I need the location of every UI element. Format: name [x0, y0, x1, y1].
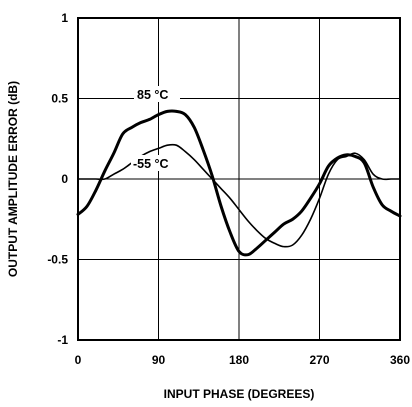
x-axis-title: INPUT PHASE (DEGREES) — [164, 387, 315, 401]
y-tick-label: -0.5 — [47, 253, 68, 267]
x-tick-label: 360 — [390, 353, 410, 367]
x-tick-label: 90 — [152, 353, 166, 367]
grid — [78, 18, 400, 340]
y-axis-title: OUTPUT AMPLITUDE ERROR (dB) — [6, 81, 20, 277]
y-tick-label: 0 — [61, 172, 68, 186]
series-label-85c: 85 °C — [137, 88, 168, 102]
series-line-0 — [76, 109, 402, 257]
series-label-minus55c: -55 °C — [133, 157, 169, 171]
y-tick-labels: -1 -0.5 0 0.5 1 — [47, 11, 68, 347]
x-tick-label: 270 — [309, 353, 329, 367]
y-tick-label: 1 — [61, 11, 68, 25]
y-tick-label: -1 — [57, 333, 68, 347]
label-minus55c-mask — [131, 155, 183, 171]
x-tick-label: 0 — [75, 353, 82, 367]
x-tick-label: 180 — [229, 353, 249, 367]
y-tick-label: 0.5 — [51, 92, 68, 106]
label-85c-mask — [134, 86, 180, 102]
x-tick-labels: 0 90 180 270 360 — [75, 353, 411, 367]
